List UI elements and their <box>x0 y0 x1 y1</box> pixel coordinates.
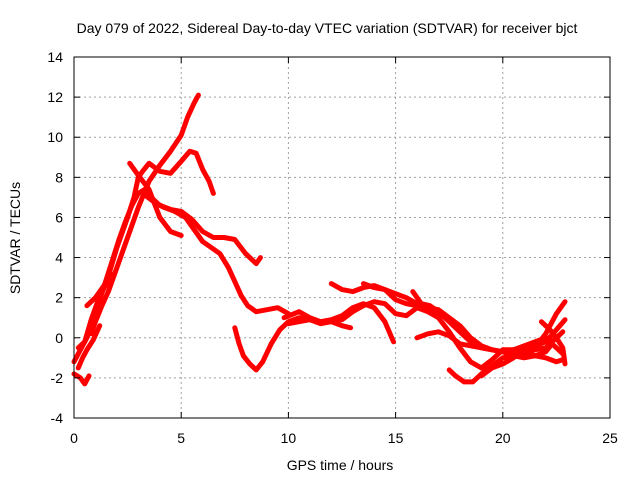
y-tick-label: -2 <box>51 370 64 386</box>
grid <box>74 57 610 418</box>
y-tick-label: 2 <box>55 290 63 306</box>
series-track-5 <box>84 271 113 309</box>
series-track-11 <box>285 301 396 345</box>
series-track-8 <box>140 190 291 317</box>
series-track-2 <box>75 148 216 351</box>
tick-marks <box>73 56 611 419</box>
y-tick-label: -4 <box>51 410 64 426</box>
y-tick-label: 6 <box>55 209 63 225</box>
x-tick-label: 10 <box>281 430 297 446</box>
plot-frame <box>73 56 611 419</box>
x-tick-labels: 0 5 10 15 20 25 <box>70 430 618 446</box>
x-tick-label: 5 <box>177 430 185 446</box>
series-track-18 <box>538 319 568 367</box>
x-tick-label: 25 <box>602 430 618 446</box>
series-group <box>71 92 568 387</box>
series-track-6 <box>71 371 92 387</box>
series-track-9 <box>232 315 354 373</box>
x-tick-label: 0 <box>70 430 78 446</box>
series-track-16 <box>414 329 555 361</box>
y-tick-label: 8 <box>55 169 63 185</box>
chart-title: Day 079 of 2022, Sidereal Day-to-day VTE… <box>77 20 578 36</box>
y-axis-label: SDTVAR / TECUs <box>7 182 23 294</box>
y-tick-label: 4 <box>55 250 63 266</box>
y-tick-labels: -4 -2 0 2 4 6 8 10 12 14 <box>47 49 63 426</box>
x-tick-label: 20 <box>495 430 511 446</box>
y-tick-label: 0 <box>55 330 63 346</box>
y-tick-label: 10 <box>47 129 63 145</box>
x-axis-label: GPS time / hours <box>287 457 394 473</box>
series-track-7 <box>75 323 103 371</box>
x-tick-label: 15 <box>388 430 404 446</box>
y-tick-label: 12 <box>47 89 63 105</box>
y-tick-label: 14 <box>47 49 63 65</box>
